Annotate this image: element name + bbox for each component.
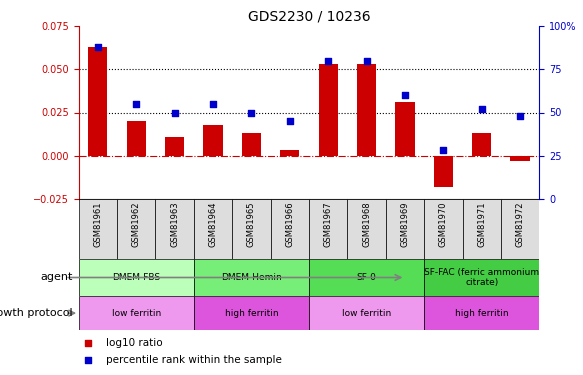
Point (438, 147, 448, 153)
Text: GSM81969: GSM81969 (401, 202, 409, 247)
Text: high ferritin: high ferritin (224, 309, 278, 318)
Point (208, 101, 217, 107)
Bar (318, 64, 338, 156)
Text: GSM81971: GSM81971 (477, 202, 486, 247)
Point (477, 106, 486, 112)
Bar (194, 259, 309, 296)
Text: low ferritin: low ferritin (342, 309, 391, 318)
Point (324, 58, 333, 64)
Text: GSM81964: GSM81964 (209, 202, 217, 247)
Bar (280, 150, 300, 156)
Bar (156, 199, 194, 259)
Text: SF-FAC (ferric ammonium
citrate): SF-FAC (ferric ammonium citrate) (424, 268, 539, 287)
Bar (424, 296, 539, 330)
Text: GSM81963: GSM81963 (170, 202, 179, 248)
Point (170, 110, 180, 116)
Text: GSM81965: GSM81965 (247, 202, 256, 247)
Bar (88, 47, 107, 156)
Bar (424, 199, 462, 259)
Bar (117, 199, 156, 259)
Bar (386, 199, 424, 259)
Bar (165, 136, 184, 156)
Point (285, 118, 294, 124)
Text: DMEM-FBS: DMEM-FBS (112, 273, 160, 282)
Bar (232, 199, 271, 259)
Bar (203, 124, 223, 156)
Text: high ferritin: high ferritin (455, 309, 508, 318)
Text: log10 ratio: log10 ratio (106, 338, 163, 348)
Text: GSM81968: GSM81968 (362, 202, 371, 248)
Title: GDS2230 / 10236: GDS2230 / 10236 (248, 10, 370, 24)
Text: GSM81961: GSM81961 (93, 202, 103, 247)
Bar (462, 199, 501, 259)
Text: GSM81970: GSM81970 (439, 202, 448, 247)
Bar (271, 199, 309, 259)
Bar (309, 199, 347, 259)
Text: GSM81967: GSM81967 (324, 202, 333, 248)
Point (362, 58, 371, 64)
Bar (194, 199, 232, 259)
Point (83, 357, 93, 363)
Point (132, 101, 141, 107)
Text: percentile rank within the sample: percentile rank within the sample (106, 355, 282, 365)
Text: low ferritin: low ferritin (112, 309, 161, 318)
Bar (242, 133, 261, 156)
Text: GSM81962: GSM81962 (132, 202, 141, 247)
Text: GSM81972: GSM81972 (515, 202, 525, 247)
Bar (357, 64, 376, 156)
Bar (472, 133, 491, 156)
Bar (511, 156, 530, 161)
Text: SF-0: SF-0 (357, 273, 377, 282)
Text: DMEM-Hemin: DMEM-Hemin (221, 273, 282, 282)
Bar (347, 199, 386, 259)
Bar (79, 296, 194, 330)
Text: growth protocol: growth protocol (0, 308, 73, 318)
Bar (501, 199, 539, 259)
Bar (127, 121, 146, 156)
Bar (424, 259, 539, 296)
Point (247, 110, 256, 116)
Bar (79, 199, 117, 259)
Bar (194, 296, 309, 330)
Point (401, 92, 410, 98)
Text: GSM81966: GSM81966 (285, 202, 294, 248)
Point (93, 44, 103, 50)
Bar (434, 156, 453, 187)
Bar (79, 259, 194, 296)
Bar (395, 102, 415, 156)
Bar (309, 259, 424, 296)
Text: agent: agent (40, 273, 73, 282)
Point (83, 340, 93, 346)
Bar (309, 296, 424, 330)
Point (515, 113, 525, 119)
